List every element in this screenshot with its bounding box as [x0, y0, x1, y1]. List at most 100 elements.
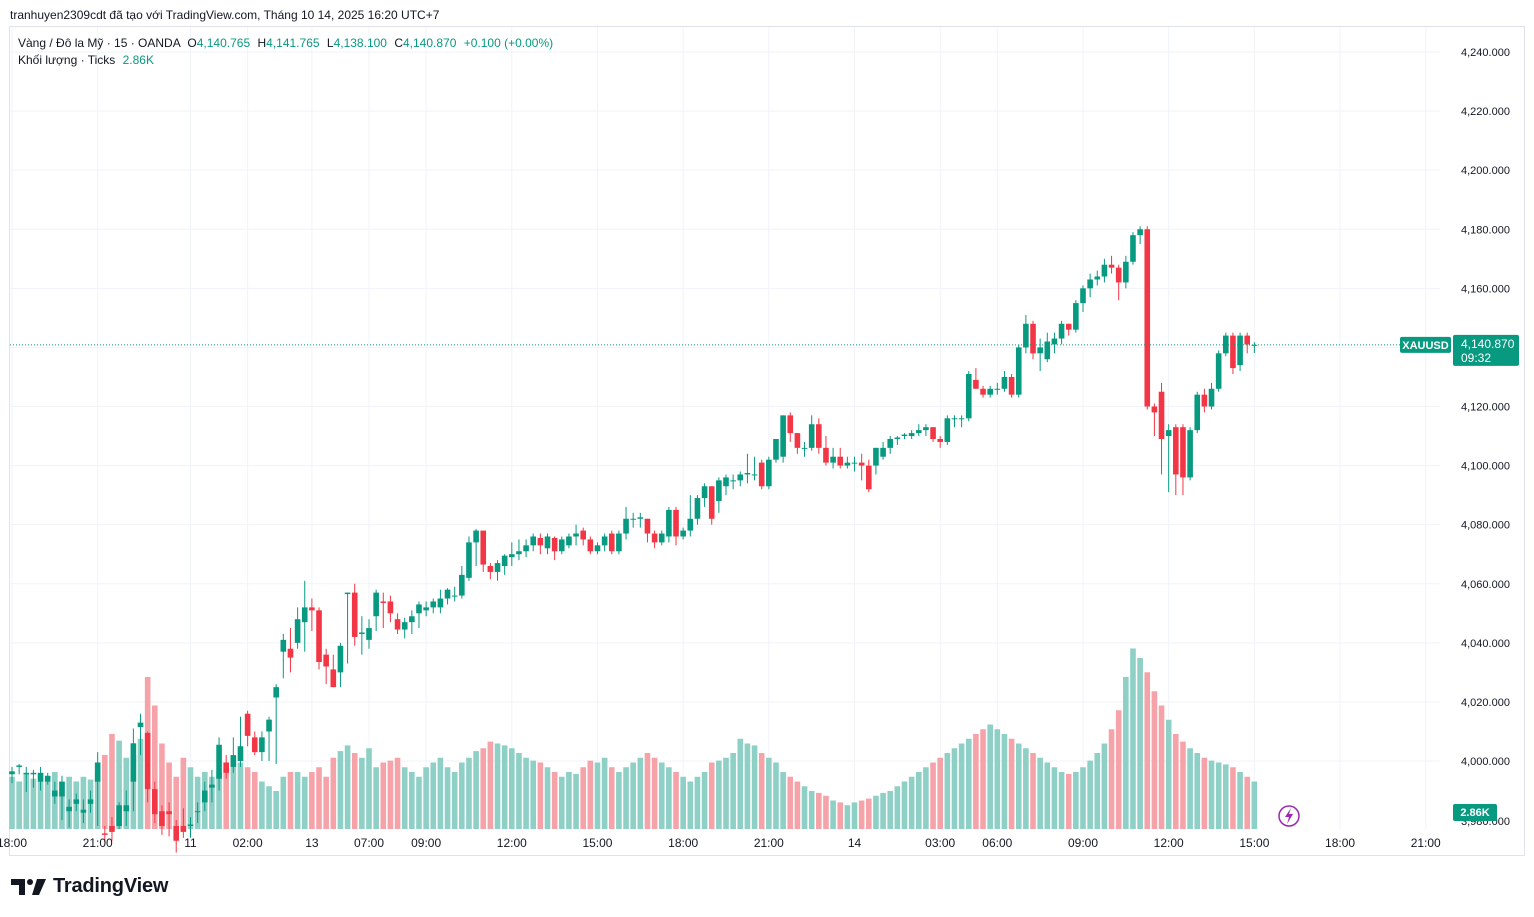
candle-body	[509, 554, 515, 558]
volume-bar	[301, 776, 308, 829]
last-price-text: 4,140.870	[1461, 337, 1515, 351]
open-label: O	[187, 36, 197, 50]
symbol-title[interactable]: Vàng / Đô la Mỹ · 15 · OANDA	[18, 36, 181, 50]
ohlc-legend-row: Vàng / Đô la Mỹ · 15 · OANDA O4,140.765 …	[18, 35, 553, 52]
volume-bar	[1065, 773, 1072, 829]
volume-bar	[1044, 762, 1051, 829]
candle-body	[209, 784, 215, 788]
candle-body	[894, 437, 901, 439]
candle-body	[130, 743, 137, 782]
candle-body	[965, 374, 972, 419]
candle-body	[958, 418, 965, 420]
candle-body	[44, 775, 51, 782]
volume-bar	[951, 748, 958, 829]
candle-body	[1158, 391, 1165, 439]
volume-bar	[459, 762, 465, 829]
volume-bar	[744, 743, 751, 829]
candle-body	[837, 456, 844, 466]
close-label: C	[394, 36, 403, 50]
candle-body	[716, 480, 722, 502]
volume-bar	[1115, 710, 1122, 829]
candle-body	[1194, 394, 1201, 431]
volume-bar	[816, 792, 822, 829]
candle-body	[59, 781, 65, 797]
candle-body	[23, 772, 30, 775]
candle-body	[152, 789, 158, 815]
volume-bar	[908, 776, 915, 829]
time-axis-label: 03:00	[925, 836, 955, 850]
candle-body	[823, 447, 829, 463]
time-axis-label: 11	[184, 836, 197, 850]
volume-bar	[1023, 748, 1029, 829]
volume-bar	[944, 753, 951, 829]
volume-bar	[444, 767, 451, 829]
candle-body	[551, 537, 558, 552]
candle-body	[1215, 353, 1222, 389]
volume-bar	[1165, 719, 1172, 829]
candle-body	[1144, 229, 1151, 407]
volume-bar	[680, 776, 686, 829]
candle-body	[359, 632, 365, 634]
candle-body	[780, 415, 786, 457]
candle-body	[487, 566, 494, 572]
candle-body	[566, 536, 572, 546]
time-axis-label: 07:00	[354, 836, 384, 850]
volume-bar	[623, 767, 629, 829]
volume-bar	[587, 760, 594, 829]
volume-badge-text: 2.86K	[1460, 807, 1489, 819]
volume-bar	[316, 767, 322, 829]
volume-label[interactable]: Khối lượng · Ticks	[18, 53, 116, 67]
candle-body	[644, 518, 651, 534]
candle-body	[366, 628, 372, 640]
countdown-text: 09:32	[1461, 351, 1491, 365]
volume-bar	[216, 772, 222, 829]
candle-body	[351, 592, 358, 637]
candle-body	[1180, 427, 1186, 478]
candle-body	[459, 574, 465, 596]
footer-brand[interactable]: TradingView	[11, 875, 168, 898]
candle-body	[630, 518, 636, 520]
volume-bar	[380, 762, 387, 829]
volume-bar	[273, 791, 279, 829]
candle-body	[1001, 376, 1008, 389]
volume-bar	[437, 757, 444, 829]
time-axis-label: 13	[305, 836, 319, 850]
candle-body	[66, 806, 72, 812]
volume-bar	[1015, 743, 1022, 829]
candle-body	[1094, 276, 1101, 280]
volume-bar	[44, 776, 51, 829]
price-axis-label: 4,060.000	[1461, 579, 1510, 591]
price-axis-label: 4,200.000	[1461, 165, 1510, 177]
volume-bar	[673, 772, 679, 829]
volume-bar	[958, 743, 965, 829]
volume-bar	[558, 776, 565, 829]
volume-bar	[23, 773, 30, 829]
symbol-price-badge: XAUUSD	[1400, 336, 1451, 353]
candle-body	[123, 805, 130, 812]
candle-body	[1230, 335, 1236, 369]
time-axis-label: 18:00	[0, 836, 27, 850]
volume-bar	[766, 757, 772, 829]
volume-bar	[152, 705, 158, 829]
candle-body	[280, 639, 287, 652]
candle-body	[194, 811, 201, 813]
candle-body	[937, 438, 943, 442]
lightning-icon[interactable]	[1278, 805, 1300, 827]
candle-body	[94, 762, 101, 782]
volume-bar	[915, 772, 922, 829]
volume-bar	[930, 762, 936, 829]
volume-bar	[1187, 748, 1193, 829]
candle-body	[537, 537, 544, 546]
candle-body	[558, 539, 565, 552]
candle-body	[1080, 288, 1086, 304]
volume-bar	[630, 762, 636, 829]
candle-body	[1030, 323, 1036, 354]
candle-body	[601, 536, 608, 546]
candle-body	[658, 533, 665, 543]
candle-body	[694, 498, 701, 519]
candle-body	[1173, 427, 1179, 475]
volume-bar	[1073, 772, 1079, 829]
volume-bar	[1037, 757, 1043, 829]
candle-body	[980, 388, 986, 395]
